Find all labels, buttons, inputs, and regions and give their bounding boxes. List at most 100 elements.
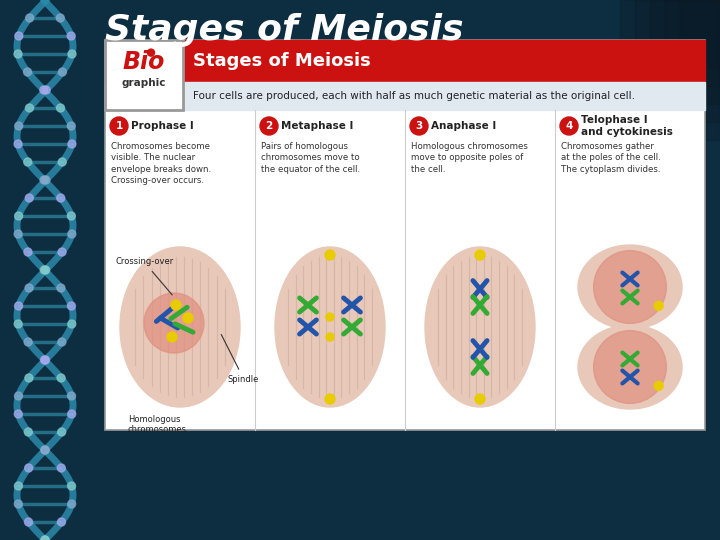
Text: Chromosomes become
visible. The nuclear
envelope breaks down.
Crossing-over occu: Chromosomes become visible. The nuclear …	[111, 142, 211, 185]
Text: Pairs of homologous
chromosomes move to
the equator of the cell.: Pairs of homologous chromosomes move to …	[261, 142, 360, 174]
Circle shape	[14, 320, 22, 328]
Circle shape	[14, 122, 23, 130]
Circle shape	[15, 32, 23, 40]
Ellipse shape	[578, 245, 682, 329]
Circle shape	[68, 230, 76, 238]
Circle shape	[57, 104, 65, 112]
Circle shape	[325, 250, 335, 260]
Circle shape	[68, 392, 76, 400]
Text: 1: 1	[115, 121, 122, 131]
Text: 2: 2	[266, 121, 273, 131]
Circle shape	[560, 117, 578, 135]
Circle shape	[58, 248, 66, 256]
Circle shape	[24, 158, 32, 166]
Circle shape	[42, 356, 50, 364]
Circle shape	[41, 536, 49, 540]
Circle shape	[56, 14, 64, 22]
Circle shape	[68, 500, 76, 508]
Circle shape	[57, 374, 65, 382]
Circle shape	[25, 374, 33, 382]
Bar	[635, 0, 720, 86]
Circle shape	[14, 140, 22, 148]
Circle shape	[14, 50, 22, 58]
Text: Crossing-over: Crossing-over	[115, 258, 174, 295]
Circle shape	[24, 248, 32, 256]
Circle shape	[475, 250, 485, 260]
Circle shape	[14, 410, 22, 418]
Circle shape	[171, 300, 181, 310]
Circle shape	[14, 482, 22, 490]
Circle shape	[410, 117, 428, 135]
Text: graphic: graphic	[122, 78, 166, 89]
Text: 4: 4	[565, 121, 572, 131]
Circle shape	[57, 284, 65, 292]
Text: Prophase I: Prophase I	[131, 121, 194, 131]
Circle shape	[475, 394, 485, 404]
Ellipse shape	[120, 247, 240, 407]
Circle shape	[57, 194, 65, 202]
Bar	[620, 0, 720, 68]
Bar	[680, 0, 720, 140]
Text: Homologous
chromosomes: Homologous chromosomes	[128, 415, 187, 434]
Circle shape	[67, 122, 76, 130]
Circle shape	[325, 394, 335, 404]
Circle shape	[58, 338, 66, 346]
Circle shape	[41, 446, 49, 454]
Circle shape	[148, 49, 155, 56]
Bar	[650, 0, 720, 104]
Circle shape	[654, 301, 663, 310]
Circle shape	[14, 302, 22, 310]
Circle shape	[58, 518, 66, 526]
Circle shape	[25, 194, 33, 202]
Circle shape	[40, 266, 48, 274]
Circle shape	[24, 518, 32, 526]
Circle shape	[110, 117, 128, 135]
Circle shape	[14, 392, 22, 400]
Circle shape	[144, 293, 204, 353]
Circle shape	[40, 356, 48, 364]
Ellipse shape	[578, 325, 682, 409]
Circle shape	[41, 446, 49, 454]
Ellipse shape	[275, 247, 385, 407]
Circle shape	[58, 428, 66, 436]
Circle shape	[183, 313, 193, 323]
Circle shape	[593, 251, 667, 323]
Circle shape	[68, 410, 76, 418]
Circle shape	[260, 117, 278, 135]
Circle shape	[41, 536, 49, 540]
Text: 3: 3	[415, 121, 423, 131]
Circle shape	[42, 86, 50, 94]
Text: Telophase I
and cytokinesis: Telophase I and cytokinesis	[581, 115, 673, 137]
Circle shape	[654, 381, 663, 390]
Circle shape	[26, 14, 34, 22]
Bar	[665, 0, 720, 122]
Circle shape	[167, 332, 177, 342]
Circle shape	[67, 32, 75, 40]
Circle shape	[25, 104, 33, 112]
Text: Stages of Meiosis: Stages of Meiosis	[193, 52, 371, 70]
FancyBboxPatch shape	[105, 40, 183, 110]
Circle shape	[68, 50, 76, 58]
Circle shape	[593, 330, 667, 403]
Circle shape	[24, 68, 32, 76]
Circle shape	[68, 302, 76, 310]
Text: Chromosomes gather
at the poles of the cell.
The cytoplasm divides.: Chromosomes gather at the poles of the c…	[561, 142, 661, 174]
Circle shape	[24, 338, 32, 346]
Circle shape	[58, 158, 66, 166]
Circle shape	[326, 333, 334, 341]
Ellipse shape	[425, 247, 535, 407]
Circle shape	[68, 482, 76, 490]
Circle shape	[24, 428, 32, 436]
Circle shape	[68, 140, 76, 148]
Text: Four cells are produced, each with half as much genetic material as the original: Four cells are produced, each with half …	[193, 91, 635, 101]
Bar	[105, 82, 705, 110]
Text: Bio: Bio	[123, 50, 165, 75]
Circle shape	[14, 212, 22, 220]
Circle shape	[42, 266, 50, 274]
Circle shape	[40, 176, 48, 184]
Circle shape	[40, 86, 48, 94]
Circle shape	[58, 68, 66, 76]
Text: Anaphase I: Anaphase I	[431, 121, 496, 131]
FancyBboxPatch shape	[105, 40, 705, 430]
Circle shape	[42, 176, 50, 184]
